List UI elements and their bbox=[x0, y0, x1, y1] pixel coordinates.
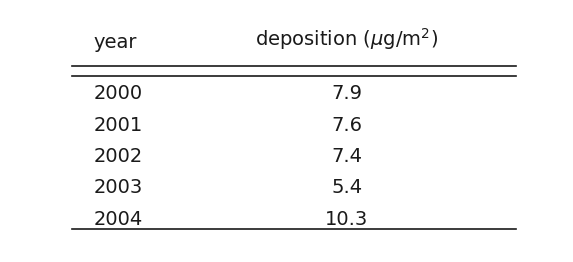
Text: 2003: 2003 bbox=[94, 178, 143, 197]
Text: year: year bbox=[94, 32, 138, 52]
Text: 2001: 2001 bbox=[94, 116, 143, 135]
Text: 2002: 2002 bbox=[94, 147, 143, 166]
Text: deposition ($\mu$g/m$^2$): deposition ($\mu$g/m$^2$) bbox=[256, 26, 438, 52]
Text: 7.6: 7.6 bbox=[331, 116, 363, 135]
Text: 2004: 2004 bbox=[94, 210, 143, 228]
Text: 7.4: 7.4 bbox=[331, 147, 363, 166]
Text: 10.3: 10.3 bbox=[325, 210, 368, 228]
Text: 2000: 2000 bbox=[94, 84, 143, 103]
Text: 7.9: 7.9 bbox=[331, 84, 363, 103]
Text: 5.4: 5.4 bbox=[331, 178, 363, 197]
